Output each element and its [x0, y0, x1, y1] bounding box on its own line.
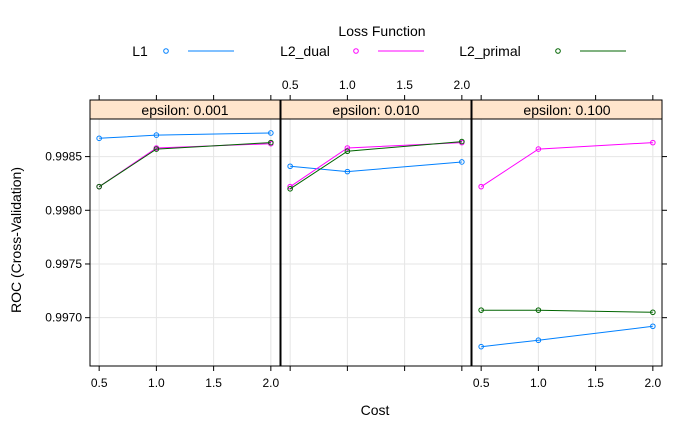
y-tick-label: 0.9980 — [45, 203, 82, 217]
data-point — [478, 183, 484, 190]
x-tick-label: 1.0 — [339, 78, 356, 92]
legend-marker — [555, 48, 561, 54]
data-point — [650, 139, 656, 146]
panel-border — [280, 118, 472, 367]
data-point — [287, 163, 293, 170]
legend-marker — [163, 48, 169, 54]
series-line-l2-dual — [98, 143, 271, 188]
data-point — [535, 146, 542, 152]
series-line-l1 — [99, 132, 271, 139]
x-axis-label: Cost — [361, 402, 390, 418]
data-point — [96, 183, 102, 190]
y-axis-label: ROC (Cross-Validation) — [8, 167, 24, 313]
x-tick-label: 0.5 — [473, 376, 490, 390]
series-line-l2-primal — [289, 141, 462, 190]
data-point — [153, 132, 160, 138]
panel-border — [89, 118, 281, 367]
legend: Loss Function L1 L2_dual L2_primal — [132, 23, 626, 59]
panel-strip-label: epsilon: 0.001 — [141, 102, 228, 118]
data-point — [268, 130, 274, 136]
x-tick-label: 0.5 — [282, 78, 299, 92]
y-tick-label: 0.9975 — [45, 257, 82, 271]
x-tick-label: 2.0 — [453, 78, 470, 92]
panel-strip-label: epsilon: 0.100 — [523, 102, 610, 118]
panels: epsilon: 0.001 epsilon: 0.010 epsilon: 0.1… — [89, 99, 663, 367]
legend-marker — [353, 48, 359, 54]
legend-label-l2-dual: L2_dual — [280, 43, 330, 59]
data-point — [153, 146, 160, 152]
data-point — [344, 145, 351, 151]
legend-title: Loss Function — [338, 23, 425, 39]
data-point — [287, 183, 293, 190]
series-line-l2-primal — [481, 309, 653, 313]
x-tick-label: 0.5 — [91, 376, 108, 390]
legend-label-l1: L1 — [132, 43, 148, 59]
data-point — [650, 309, 656, 316]
data-point — [478, 307, 484, 313]
panel-1: epsilon: 0.001 — [89, 99, 281, 367]
axes: 0.5 1.0 1.5 2.0 0.5 1.0 1.5 2.0 0.5 1.0 1.5 2.0 0.99… — [45, 78, 667, 390]
panel-3: epsilon: 0.100 — [471, 99, 663, 367]
data-point — [344, 168, 351, 175]
series-line-l1 — [481, 325, 653, 348]
x-tick-label: 1.5 — [205, 376, 222, 390]
legend-label-l2-primal: L2_primal — [459, 43, 520, 59]
data-point — [478, 343, 484, 350]
x-tick-label: 1.0 — [148, 376, 165, 390]
y-tick-label: 0.9985 — [45, 150, 82, 164]
panel-border — [471, 118, 663, 367]
data-point — [650, 323, 656, 330]
y-tick-label: 0.9970 — [45, 311, 82, 325]
data-point — [287, 186, 293, 192]
panel-strip-label: epsilon: 0.010 — [332, 102, 419, 118]
series-line-l2-primal — [98, 142, 271, 188]
data-point — [459, 159, 465, 165]
x-tick-label: 2.0 — [262, 376, 279, 390]
data-point — [459, 138, 465, 145]
x-tick-label: 1.5 — [396, 78, 413, 92]
x-tick-label: 1.0 — [530, 376, 547, 390]
data-point — [96, 135, 102, 142]
panel-2: epsilon: 0.010 — [280, 99, 472, 367]
data-point — [535, 307, 542, 313]
data-point — [344, 148, 351, 155]
series-line-l1 — [290, 161, 462, 173]
data-point — [268, 139, 274, 146]
x-tick-label: 2.0 — [644, 376, 661, 390]
series-line-l2-dual — [480, 142, 653, 188]
x-tick-label: 1.5 — [587, 376, 604, 390]
data-point — [535, 337, 542, 344]
